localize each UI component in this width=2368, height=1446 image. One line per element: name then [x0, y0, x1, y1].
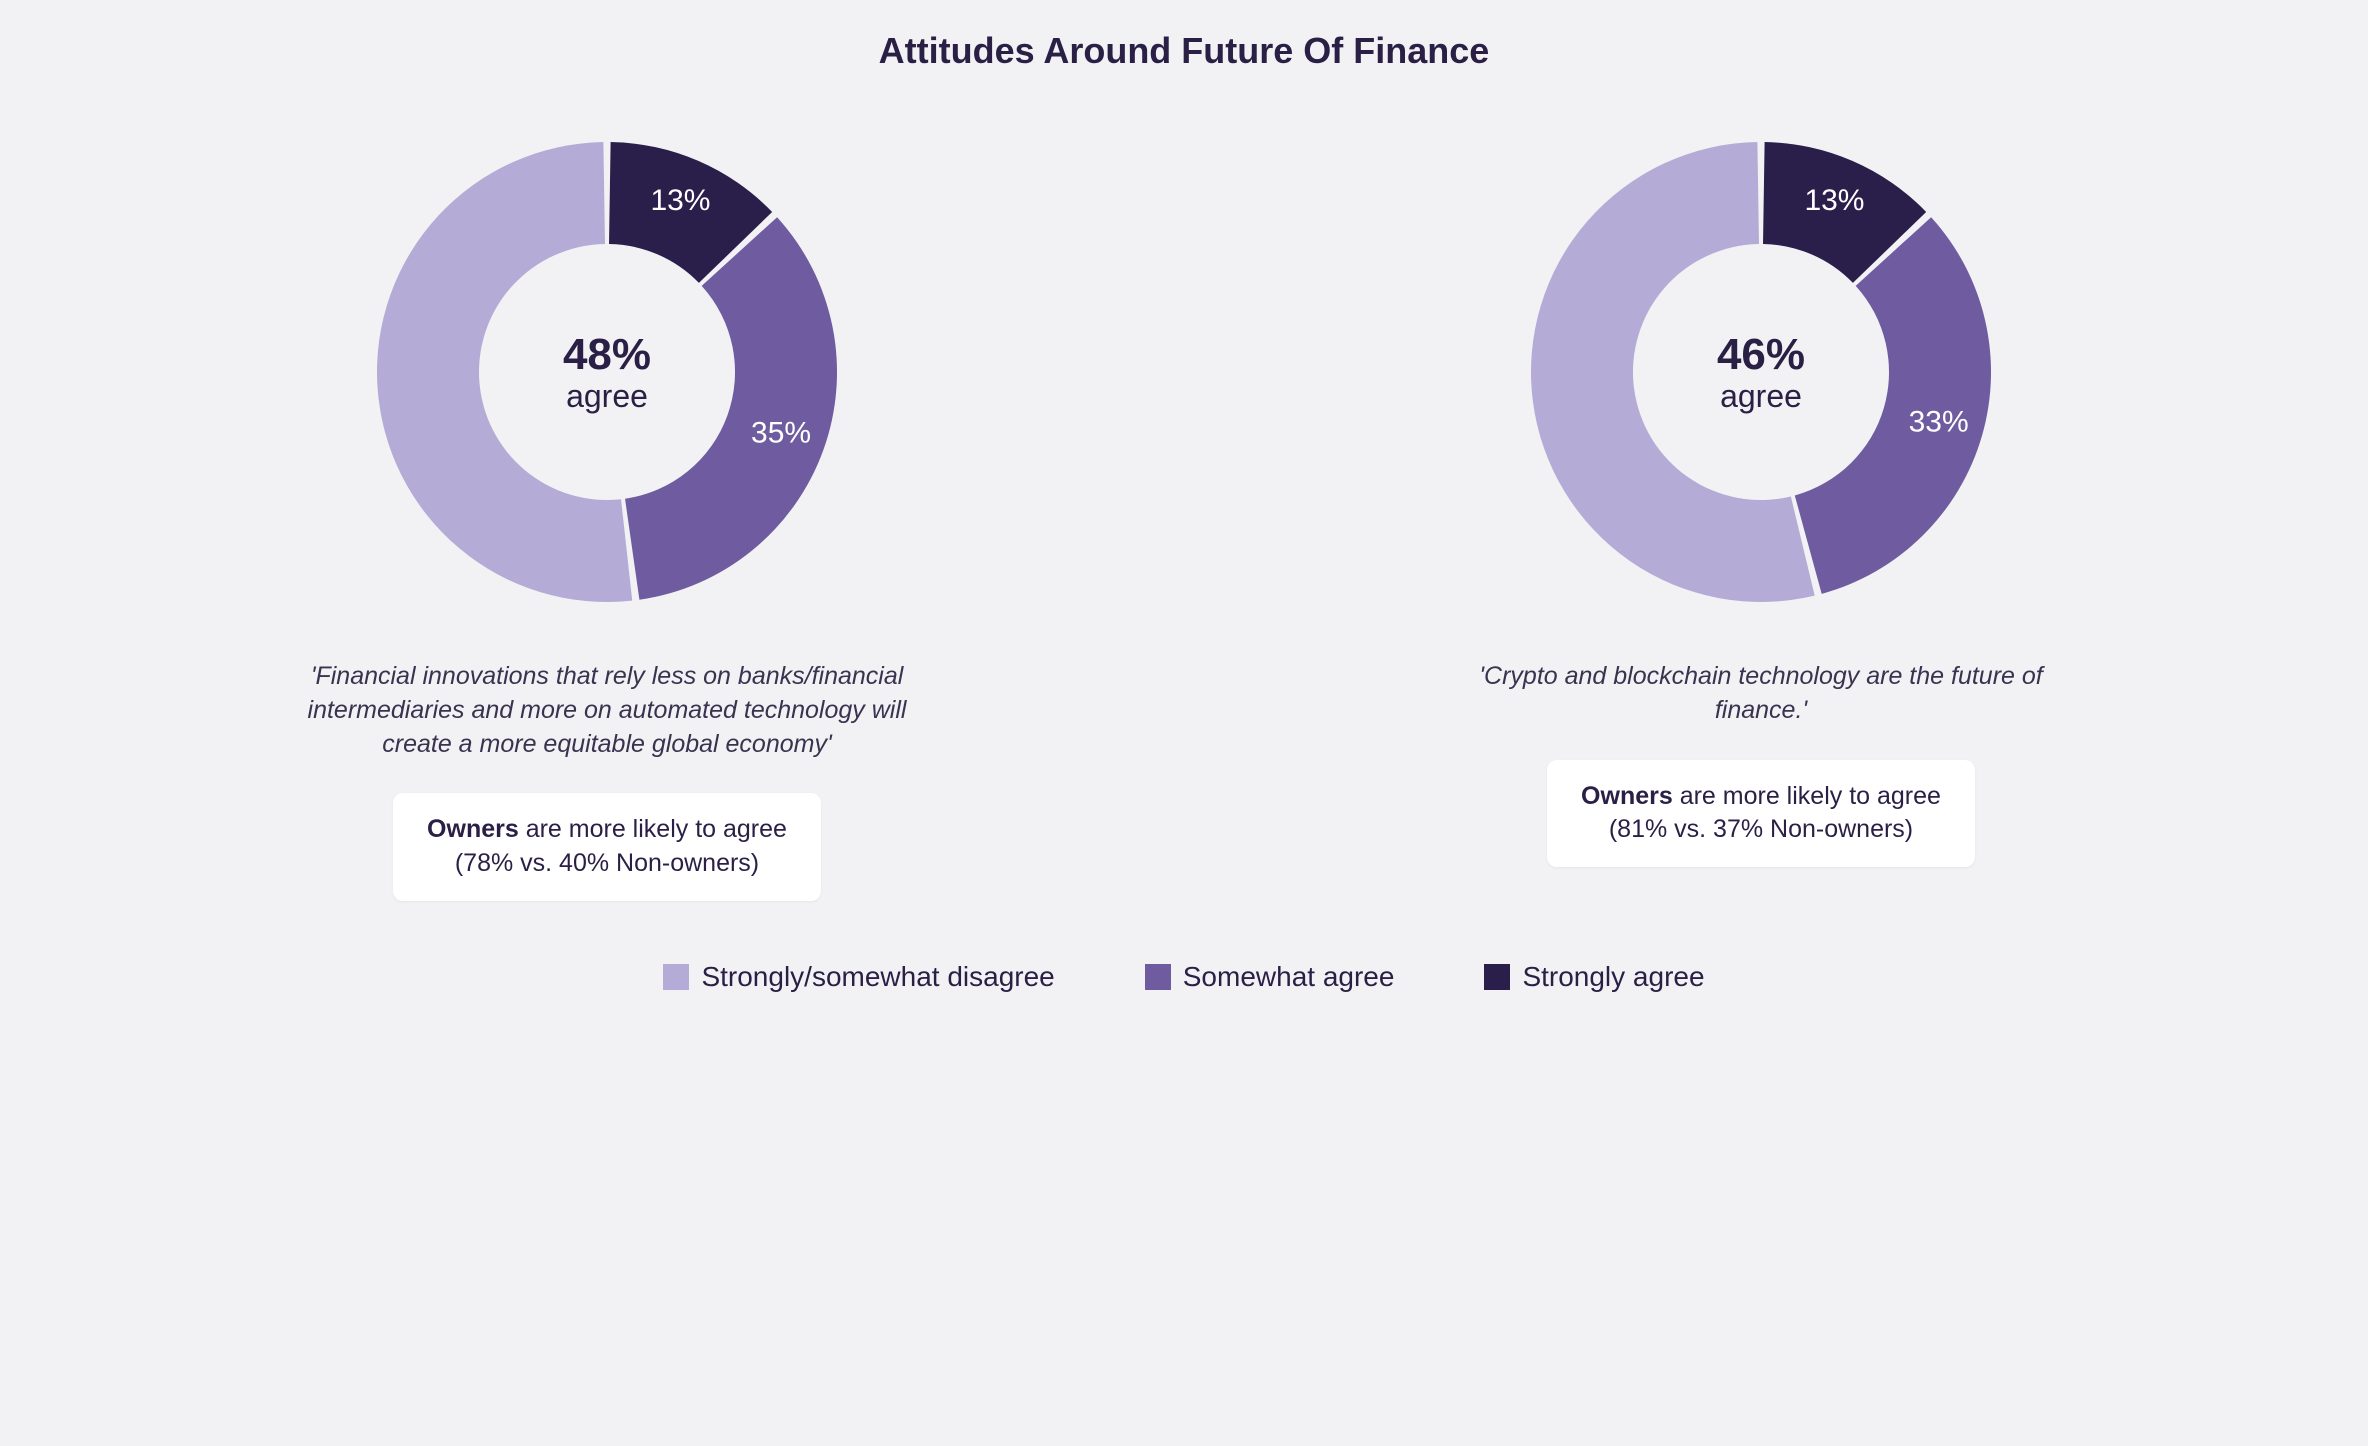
chart-1-note-rest1: are more likely to agree — [1673, 782, 1941, 810]
chart-0-statement: 'Financial innovations that rely less on… — [297, 660, 917, 761]
chart-0-note-bold: Owners — [427, 815, 519, 843]
legend-label-2: Strongly agree — [1522, 961, 1704, 993]
slice-label-strongly_agree: 13% — [650, 184, 710, 217]
charts-row: 13%35% 48% agree 'Financial innovations … — [60, 112, 2308, 901]
chart-0-note-rest1: are more likely to agree — [519, 815, 787, 843]
chart-col-0: 13%35% 48% agree 'Financial innovations … — [287, 112, 927, 901]
chart-col-1: 13%33% 46% agree 'Crypto and blockchain … — [1441, 112, 2081, 867]
chart-0-note: Owners are more likely to agree (78% vs.… — [393, 793, 821, 901]
slice-label-somewhat_agree: 35% — [751, 417, 811, 450]
donut-0: 13%35% 48% agree — [347, 112, 867, 632]
slice-label-somewhat_agree: 33% — [1909, 406, 1969, 439]
legend-swatch-0 — [663, 964, 689, 990]
chart-0-note-line2: (78% vs. 40% Non-owners) — [455, 849, 759, 877]
page: Attitudes Around Future Of Finance 13% 35… — [0, 0, 2368, 1033]
slice-label-strongly_agree: 13% — [1804, 184, 1864, 217]
chart-1-note-line2: (81% vs. 37% Non-owners) — [1609, 815, 1913, 843]
donut-svg-1: 13% 33% — [1501, 112, 2021, 632]
chart-1-note-bold: Owners — [1581, 782, 1673, 810]
donut-svg-0: 13% 35% — [347, 112, 867, 632]
legend-item-0: Strongly/somewhat disagree — [663, 961, 1054, 993]
chart-1-statement: 'Crypto and blockchain technology are th… — [1451, 660, 2071, 728]
legend-swatch-1 — [1145, 964, 1171, 990]
legend-label-1: Somewhat agree — [1183, 961, 1395, 993]
page-title: Attitudes Around Future Of Finance — [60, 30, 2308, 72]
legend-item-2: Strongly agree — [1484, 961, 1704, 993]
chart-1-note: Owners are more likely to agree (81% vs.… — [1547, 760, 1975, 868]
legend-item-1: Somewhat agree — [1145, 961, 1395, 993]
donut-1: 13%33% 46% agree — [1501, 112, 2021, 632]
slice-somewhat_agree — [625, 217, 837, 599]
legend-label-0: Strongly/somewhat disagree — [701, 961, 1054, 993]
legend: Strongly/somewhat disagree Somewhat agre… — [60, 961, 2308, 993]
legend-swatch-2 — [1484, 964, 1510, 990]
slice-disagree — [377, 142, 632, 602]
